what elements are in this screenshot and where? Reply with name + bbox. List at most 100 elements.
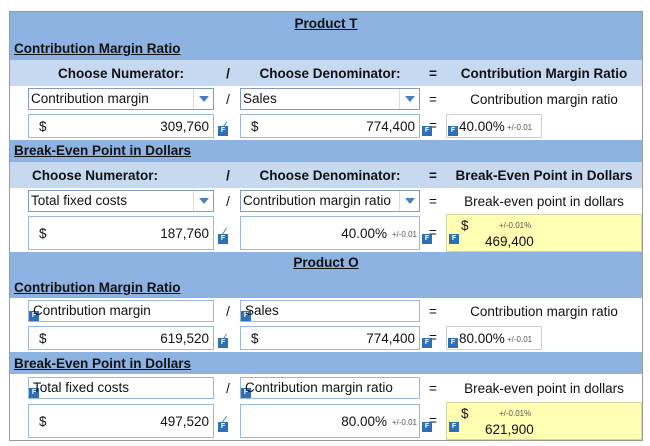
equals: =: [429, 225, 437, 240]
result-value-field[interactable]: F $ +/-0.01% 469,400: [446, 214, 642, 252]
formula-icon[interactable]: F: [218, 234, 228, 244]
formula-icon[interactable]: F: [422, 234, 432, 244]
header-slash: /: [226, 168, 230, 183]
numerator-select-value: Total fixed costs: [31, 193, 128, 208]
numerator-value-field[interactable]: $ 187,760: [28, 216, 214, 250]
formula-icon[interactable]: F: [448, 126, 458, 136]
formula-icon[interactable]: F: [29, 311, 39, 321]
slash: /: [226, 304, 230, 319]
currency-symbol: $: [39, 414, 47, 429]
denominator-value-field[interactable]: $ 774,400: [240, 114, 420, 138]
breakeven-heading: Break-Even Point in Dollars: [14, 143, 192, 158]
formula-icon[interactable]: F: [449, 422, 459, 432]
formula-icon[interactable]: F: [218, 126, 228, 136]
formula-icon[interactable]: F: [449, 234, 459, 244]
equals: =: [429, 330, 437, 345]
currency-symbol: $: [251, 119, 259, 134]
numerator-select[interactable]: Total fixed costs: [28, 190, 214, 212]
result-value: 469,400: [485, 234, 534, 249]
table-border-left: [9, 11, 10, 441]
currency-symbol: $: [39, 119, 47, 134]
header-denominator: Choose Denominator:: [259, 168, 401, 183]
numerator-value: 619,520: [160, 331, 209, 346]
numerator-label-field[interactable]: F Contribution margin: [28, 300, 214, 322]
numerator-value: 187,760: [160, 226, 209, 241]
denominator-label-field[interactable]: F Sales: [240, 300, 420, 322]
header-numerator: Choose Numerator:: [32, 168, 159, 183]
equals: =: [429, 381, 437, 396]
formula-icon[interactable]: F: [241, 388, 251, 398]
numerator-label: Total fixed costs: [33, 380, 130, 395]
formula-icon[interactable]: F: [448, 338, 458, 348]
slash: /: [226, 381, 230, 396]
tolerance-label: +/-0.01%: [499, 221, 532, 230]
denominator-select[interactable]: Contribution margin ratio: [240, 190, 420, 212]
denominator-select[interactable]: Sales: [240, 88, 420, 110]
result-value-field[interactable]: F 40.00% +/-0.01: [446, 114, 542, 138]
numerator-label: Contribution margin: [33, 303, 151, 318]
breakeven-header-row: [10, 162, 642, 188]
result-value: 80.00%: [459, 331, 505, 346]
header-result: Break-Even Point in Dollars: [455, 168, 633, 183]
cm-ratio-heading-bar: [10, 274, 642, 298]
numerator-value-field[interactable]: $ 619,520: [28, 326, 214, 350]
equals: =: [429, 413, 437, 428]
breakeven-heading: Break-Even Point in Dollars: [14, 356, 192, 371]
numerator-select-value: Contribution margin: [31, 91, 149, 106]
chevron-down-icon[interactable]: [399, 89, 419, 109]
formula-icon[interactable]: F: [422, 422, 432, 432]
header-denominator: Choose Denominator:: [259, 66, 401, 81]
denominator-select-value: Sales: [243, 91, 277, 106]
formula-icon[interactable]: F: [422, 338, 432, 348]
header-numerator: Choose Numerator:: [57, 66, 184, 81]
result-label: Contribution margin ratio: [470, 304, 618, 319]
denominator-value-field[interactable]: 40.00% +/-0.01: [240, 216, 420, 250]
formula-icon[interactable]: F: [422, 126, 432, 136]
product-o-title-bar: [10, 252, 642, 274]
numerator-value-field[interactable]: $ 309,760: [28, 114, 214, 138]
chevron-down-icon[interactable]: [399, 191, 419, 211]
product-t-title-bar: [10, 12, 642, 36]
slash: /: [226, 194, 230, 209]
result-value-field[interactable]: F $ +/-0.01% 621,900: [446, 402, 642, 440]
tolerance-label: +/-0.01%: [499, 409, 532, 418]
denominator-value: 40.00%: [341, 226, 387, 241]
denominator-select-value: Contribution margin ratio: [243, 193, 391, 208]
equals: =: [429, 92, 437, 107]
table-border-right: [642, 11, 643, 441]
denominator-value-field[interactable]: 80.00% +/-0.01: [240, 404, 420, 438]
currency-symbol: $: [39, 226, 47, 241]
denominator-label-field[interactable]: F Contribution margin ratio: [240, 377, 420, 399]
numerator-value: 497,520: [160, 414, 209, 429]
denominator-label: Contribution margin ratio: [245, 380, 393, 395]
product-t-title: Product T: [294, 16, 358, 31]
denominator-value: 774,400: [366, 331, 415, 346]
numerator-select[interactable]: Contribution margin: [28, 88, 214, 110]
numerator-value: 309,760: [160, 119, 209, 134]
denominator-value: 774,400: [366, 119, 415, 134]
denominator-label: Sales: [245, 303, 279, 318]
numerator-label-field[interactable]: F Total fixed costs: [28, 377, 214, 399]
formula-icon[interactable]: F: [29, 388, 39, 398]
header-result: Contribution Margin Ratio: [460, 66, 628, 81]
numerator-value-field[interactable]: $ 497,520: [28, 404, 214, 438]
denominator-value-field[interactable]: $ 774,400: [240, 326, 420, 350]
formula-icon[interactable]: F: [218, 422, 228, 432]
equals: =: [429, 194, 437, 209]
result-value-field[interactable]: F 80.00% +/-0.01: [446, 326, 542, 350]
equals: =: [429, 304, 437, 319]
tolerance-label: +/-0.01: [507, 335, 533, 344]
table-border-top: [9, 11, 643, 12]
result-label: Break-even point in dollars: [464, 381, 624, 396]
formula-icon[interactable]: F: [241, 311, 251, 321]
breakeven-heading-bar: [10, 352, 642, 374]
formula-icon[interactable]: F: [218, 338, 228, 348]
result-currency: $: [461, 218, 469, 233]
header-equals: =: [429, 168, 437, 183]
chevron-down-icon[interactable]: [193, 191, 213, 211]
slash: /: [226, 92, 230, 107]
tolerance-label: +/-0.01: [391, 230, 417, 239]
chevron-down-icon[interactable]: [193, 89, 213, 109]
result-label: Break-even point in dollars: [464, 194, 624, 209]
